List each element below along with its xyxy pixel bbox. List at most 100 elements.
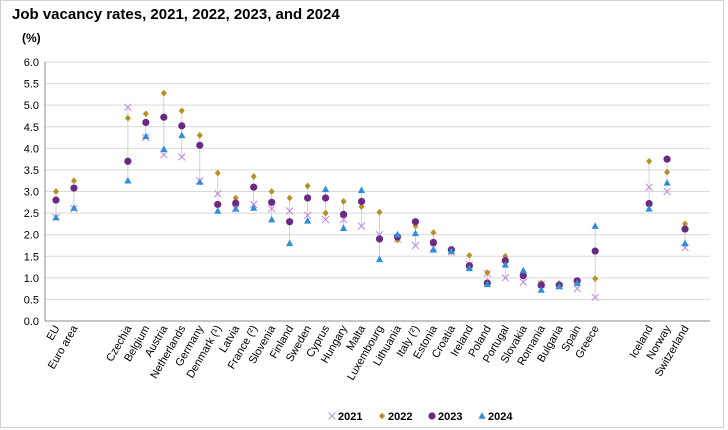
data-point-2022: [412, 222, 419, 230]
y-tick-label: 4.0: [24, 143, 39, 155]
data-point-2024: [250, 204, 258, 211]
data-point-2024: [483, 280, 491, 288]
y-tick-label: 0.0: [24, 316, 39, 328]
data-point-2021: [124, 103, 132, 112]
data-point-2022: [160, 89, 167, 97]
y-tick-label: 2.5: [24, 208, 39, 220]
legend-label-2022: 2022: [388, 411, 412, 423]
data-point-2022: [250, 172, 257, 180]
y-tick-label: 5.0: [24, 100, 39, 112]
data-point-2023: [250, 183, 258, 191]
data-point-2024: [555, 282, 563, 290]
data-point-2024: [339, 224, 348, 231]
data-point-2023: [196, 141, 204, 149]
data-point-2024: [286, 239, 294, 247]
data-point-2023: [232, 199, 240, 207]
data-point-2024: [178, 131, 186, 139]
data-point-2023: [124, 157, 132, 165]
data-point-2024: [142, 132, 150, 140]
data-point-2023: [52, 196, 60, 204]
legend-label-2021: 2021: [338, 411, 362, 423]
data-point-2021: [411, 241, 420, 250]
y-tick-label: 0.5: [24, 294, 39, 306]
data-point-2023: [304, 194, 312, 202]
data-point-2022: [502, 252, 509, 260]
y-tick-label: 3.0: [24, 187, 39, 199]
data-point-2022: [142, 110, 149, 118]
data-point-2023: [357, 197, 366, 206]
legend-marker-2021: [328, 412, 336, 420]
data-point-2021: [519, 278, 528, 286]
data-point-2024: [411, 229, 420, 237]
data-point-2023: [178, 122, 186, 130]
data-point-2024: [268, 215, 276, 223]
data-point-2021: [501, 274, 510, 282]
data-point-2023: [339, 210, 348, 218]
data-point-2022: [358, 203, 365, 211]
data-point-2023: [286, 218, 294, 226]
data-point-2024: [232, 204, 240, 212]
data-point-2024: [304, 217, 312, 224]
y-tick-label: 1.5: [24, 251, 39, 263]
y-tick-label: 3.5: [24, 165, 39, 177]
data-point-2022: [646, 157, 653, 165]
y-tick-label: 4.5: [24, 122, 39, 134]
data-point-2024: [519, 266, 527, 274]
data-point-2021: [303, 211, 312, 220]
data-point-2023: [429, 238, 438, 247]
data-point-2024: [573, 279, 581, 286]
legend-label-2024: 2024: [488, 411, 513, 423]
data-point-2023: [321, 194, 330, 202]
data-point-2022: [682, 220, 689, 228]
data-point-2023: [681, 225, 689, 233]
data-point-2024: [429, 245, 438, 253]
data-point-2023: [411, 218, 420, 226]
data-point-2024: [124, 176, 132, 184]
data-point-2022: [124, 114, 131, 122]
data-point-2024: [663, 179, 671, 186]
data-point-2021: [339, 215, 348, 224]
data-point-2023: [268, 198, 276, 206]
data-point-2023: [70, 184, 78, 192]
data-point-2021: [160, 151, 168, 159]
data-point-2021: [285, 207, 294, 215]
data-point-2024: [214, 207, 222, 214]
data-point-2022: [52, 188, 59, 195]
data-point-2021: [321, 215, 330, 224]
data-point-2023: [663, 155, 671, 163]
y-tick-label: 2.0: [24, 230, 39, 242]
y-tick-label: 6.0: [24, 57, 39, 69]
data-point-2024: [591, 222, 599, 229]
data-point-2024: [447, 247, 455, 254]
data-point-2022: [178, 107, 185, 115]
data-point-2022: [340, 198, 347, 205]
data-point-2021: [213, 189, 222, 198]
data-point-2022: [376, 208, 383, 216]
data-point-2021: [663, 187, 671, 196]
data-point-2024: [537, 286, 545, 293]
data-point-2022: [268, 188, 275, 195]
data-point-2023: [501, 256, 509, 265]
data-point-2022: [70, 177, 77, 185]
data-point-2021: [267, 204, 276, 213]
data-point-2024: [70, 204, 78, 211]
data-point-2022: [196, 131, 203, 139]
data-point-2024: [196, 178, 204, 185]
y-tick-label: 1.0: [24, 273, 39, 285]
legend-marker-2022: [379, 412, 385, 420]
data-point-2023: [142, 118, 150, 127]
data-point-2021: [573, 284, 581, 293]
data-point-2024: [52, 213, 60, 221]
data-point-2022: [430, 229, 437, 236]
data-point-2021: [178, 153, 186, 161]
data-point-2021: [645, 183, 653, 191]
data-point-2023: [519, 272, 527, 280]
data-point-2024: [357, 186, 366, 194]
data-point-2022: [484, 269, 491, 277]
data-point-2022: [322, 209, 329, 217]
data-point-2023: [214, 200, 222, 209]
legend-marker-2023: [428, 412, 436, 420]
data-point-2022: [304, 182, 311, 190]
data-point-2023: [160, 113, 168, 121]
